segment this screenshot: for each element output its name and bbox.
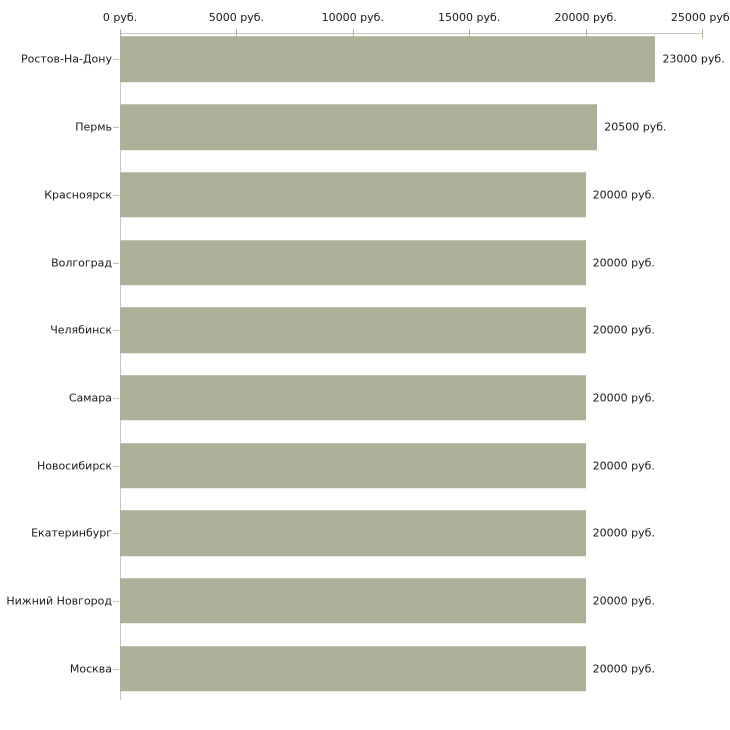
- plot-area: Ростов-На-Дону 23000 руб. Пермь 20500 ру…: [0, 26, 730, 703]
- value-label: 20500 руб.: [604, 120, 667, 134]
- y-tick-mark: [113, 533, 119, 535]
- value-label: 20000 руб.: [592, 256, 655, 269]
- x-axis-line: [120, 33, 703, 34]
- x-tick-mark: [469, 29, 471, 38]
- y-tick-mark: [113, 127, 119, 129]
- category-label: Новосибирск: [36, 459, 112, 473]
- y-tick-mark: [113, 262, 119, 264]
- category-label: Самара: [68, 391, 112, 405]
- value-label: 20000 руб.: [592, 594, 655, 608]
- bar: [120, 239, 586, 286]
- value-label: 20000 руб.: [592, 391, 655, 405]
- value-label: 20000 руб.: [592, 526, 655, 540]
- bar-row: Красноярск 20000 руб.: [0, 161, 730, 229]
- x-tick-label: 15000 руб.: [438, 11, 501, 24]
- category-label: Екатеринбург: [31, 526, 112, 540]
- x-axis: 0 руб. 5000 руб. 10000 руб. 15000 руб. 2…: [0, 0, 730, 33]
- bar: [120, 104, 598, 150]
- category-label: Москва: [69, 662, 112, 676]
- x-tick-label: 10000 руб.: [321, 11, 384, 24]
- bar-row: Челябинск 20000 руб.: [0, 296, 730, 364]
- y-tick-mark: [113, 397, 119, 399]
- bar-row: Волгоград 20000 руб.: [0, 229, 730, 297]
- category-label: Волгоград: [51, 256, 112, 269]
- y-tick-mark: [113, 330, 119, 332]
- value-label: 20000 руб.: [592, 459, 655, 473]
- x-tick-label: 20000 руб.: [554, 11, 617, 24]
- bar: [120, 307, 586, 353]
- y-axis-line: [120, 33, 121, 700]
- bar-row: Ростов-На-Дону 23000 руб.: [0, 26, 730, 94]
- y-tick-mark: [113, 465, 119, 467]
- bar: [120, 645, 586, 692]
- y-tick-mark: [113, 668, 119, 670]
- bar-row: Нижний Новгород 20000 руб.: [0, 567, 730, 635]
- x-tick-mark: [702, 29, 703, 38]
- y-tick-mark: [113, 600, 119, 602]
- x-tick-label: 5000 руб.: [208, 11, 265, 24]
- value-label: 20000 руб.: [592, 323, 655, 337]
- bar: [120, 172, 586, 218]
- category-label: Челябинск: [50, 323, 112, 337]
- x-tick-label: 0 руб.: [102, 11, 138, 24]
- y-tick-mark: [113, 59, 119, 61]
- bar: [120, 510, 586, 556]
- bar-row: Пермь 20500 руб.: [0, 93, 730, 161]
- value-label: 20000 руб.: [592, 188, 655, 202]
- x-tick-mark: [236, 29, 238, 38]
- x-tick-label: 25000 руб.: [670, 11, 730, 24]
- category-label: Пермь: [75, 120, 112, 134]
- category-label: Нижний Новгород: [6, 594, 112, 608]
- bar-row: Москва 20000 руб.: [0, 635, 730, 703]
- x-tick-mark: [585, 29, 587, 38]
- bar: [120, 442, 586, 489]
- y-tick-mark: [113, 194, 119, 196]
- value-label: 20000 руб.: [592, 662, 655, 676]
- category-label: Ростов-На-Дону: [20, 52, 112, 66]
- bar: [120, 375, 586, 421]
- value-label: 23000 руб.: [662, 52, 725, 66]
- x-tick-mark: [120, 29, 121, 38]
- x-tick-mark: [352, 29, 354, 38]
- bar-row: Самара 20000 руб.: [0, 364, 730, 432]
- bar-row: Новосибирск 20000 руб.: [0, 432, 730, 500]
- category-label: Красноярск: [44, 188, 112, 202]
- bar: [120, 36, 656, 83]
- bar-row: Екатеринбург 20000 руб.: [0, 499, 730, 567]
- bar: [120, 578, 586, 624]
